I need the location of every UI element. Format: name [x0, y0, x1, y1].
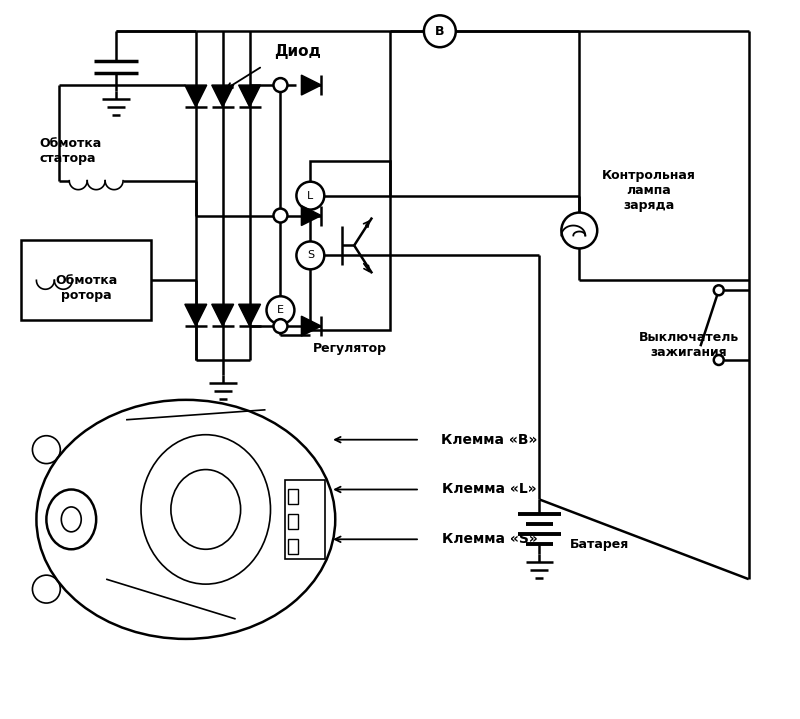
Bar — [286, 480, 326, 559]
Text: E: E — [277, 305, 284, 315]
Bar — [289, 490, 298, 505]
Bar — [289, 514, 298, 529]
Polygon shape — [302, 316, 322, 336]
Polygon shape — [238, 304, 261, 326]
Circle shape — [266, 296, 294, 324]
Text: Клемма «B»: Клемма «B» — [442, 433, 538, 446]
Circle shape — [562, 213, 598, 249]
Text: Обмотка
статора: Обмотка статора — [39, 137, 102, 165]
Polygon shape — [212, 304, 234, 326]
Text: Обмотка
ротора: Обмотка ротора — [55, 274, 118, 302]
Bar — [310, 161, 390, 330]
Circle shape — [274, 319, 287, 333]
Circle shape — [274, 209, 287, 223]
Text: S: S — [306, 250, 314, 260]
Bar — [289, 539, 298, 554]
Circle shape — [297, 182, 324, 209]
Polygon shape — [302, 75, 322, 95]
Polygon shape — [238, 85, 261, 107]
Text: Регулятор: Регулятор — [313, 342, 387, 354]
Circle shape — [714, 285, 724, 296]
Text: Батарея: Батарея — [570, 538, 629, 551]
Circle shape — [297, 242, 324, 270]
Polygon shape — [185, 304, 206, 326]
Polygon shape — [185, 85, 206, 107]
Text: Контрольная
лампа
заряда: Контрольная лампа заряда — [602, 169, 696, 212]
Text: Клемма «S»: Клемма «S» — [442, 532, 538, 546]
Text: Клемма «L»: Клемма «L» — [442, 482, 537, 497]
Circle shape — [274, 78, 287, 92]
Polygon shape — [302, 206, 322, 226]
Text: B: B — [435, 24, 445, 38]
Bar — [22, 240, 151, 320]
Text: L: L — [307, 191, 314, 201]
Polygon shape — [212, 85, 234, 107]
Text: Диод: Диод — [274, 44, 321, 59]
Text: Выключатель
зажигания: Выключатель зажигания — [638, 331, 739, 359]
Circle shape — [714, 355, 724, 365]
Circle shape — [424, 15, 456, 47]
